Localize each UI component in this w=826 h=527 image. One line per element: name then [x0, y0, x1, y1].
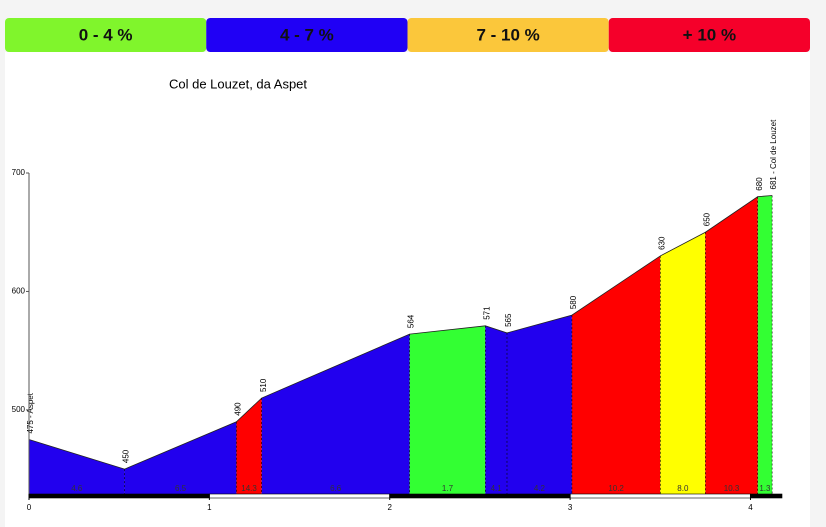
elevation-label: 630 [657, 236, 666, 250]
legend-label: 7 - 10 % [476, 25, 539, 44]
profile-segment [409, 325, 486, 494]
profile-segment [124, 421, 237, 494]
y-tick-label: 700 [12, 168, 26, 177]
elevation-label: 580 [569, 295, 578, 309]
profile-segment [757, 195, 773, 494]
y-tick-label: 600 [12, 287, 26, 296]
km-bar [569, 493, 751, 499]
legend-swatch [206, 18, 408, 52]
profile-segment [705, 196, 758, 494]
x-tick-label: 0 [27, 503, 32, 512]
gradient-label: 10.2 [608, 484, 624, 493]
x-tick-label: 1 [207, 503, 212, 512]
elevation-label: 565 [504, 313, 513, 327]
legend-label: + 10 % [683, 25, 736, 44]
elevation-label: 475 - Aspet [26, 392, 35, 433]
elevation-label: 680 [755, 177, 764, 191]
x-tick-label: 3 [568, 503, 573, 512]
elevation-label: 564 [407, 314, 416, 328]
legend-swatch [608, 18, 810, 52]
elevation-label: 450 [122, 449, 131, 463]
gradient-label: 8.0 [677, 484, 689, 493]
chart-title: Col de Louzet, da Aspet [169, 76, 307, 91]
x-tick-label: 4 [748, 503, 753, 512]
gradient-label: 6.6 [330, 484, 342, 493]
profile-segment [29, 439, 125, 494]
gradient-label: 6.5 [175, 484, 187, 493]
profile-line [28, 195, 773, 470]
profile-segment [571, 255, 661, 494]
elevation-label: 510 [259, 378, 268, 392]
km-bar [209, 493, 391, 499]
gradient-label: 14.3 [241, 484, 257, 493]
km-bar [750, 493, 783, 499]
legend-label: 4 - 7 % [280, 25, 334, 44]
elevation-label: 571 [482, 306, 491, 320]
profile-segment [506, 315, 572, 494]
profile-segment [261, 334, 410, 494]
profile-segment [236, 398, 262, 494]
legend-swatch [407, 18, 609, 52]
gradient-label: 4.2 [534, 484, 546, 493]
profile-segment [485, 325, 507, 494]
gradient-label: 4.6 [71, 484, 83, 493]
elevation-label: 490 [234, 402, 243, 416]
elevation-label: 650 [702, 212, 711, 226]
y-tick-label: 500 [12, 405, 26, 414]
gradient-label: 10.3 [724, 484, 740, 493]
x-tick-label: 2 [388, 503, 393, 512]
gradient-label: 4.1 [491, 484, 503, 493]
legend-label: 0 - 4 % [79, 25, 133, 44]
legend-swatch [5, 18, 207, 52]
gradient-label: 1.7 [442, 484, 454, 493]
profile-segment [660, 232, 706, 494]
gradient-label: 1.3 [759, 484, 771, 493]
elevation-label: 681 - Col de Louzet [769, 119, 778, 190]
km-bar [28, 493, 210, 499]
km-bar [389, 493, 571, 499]
